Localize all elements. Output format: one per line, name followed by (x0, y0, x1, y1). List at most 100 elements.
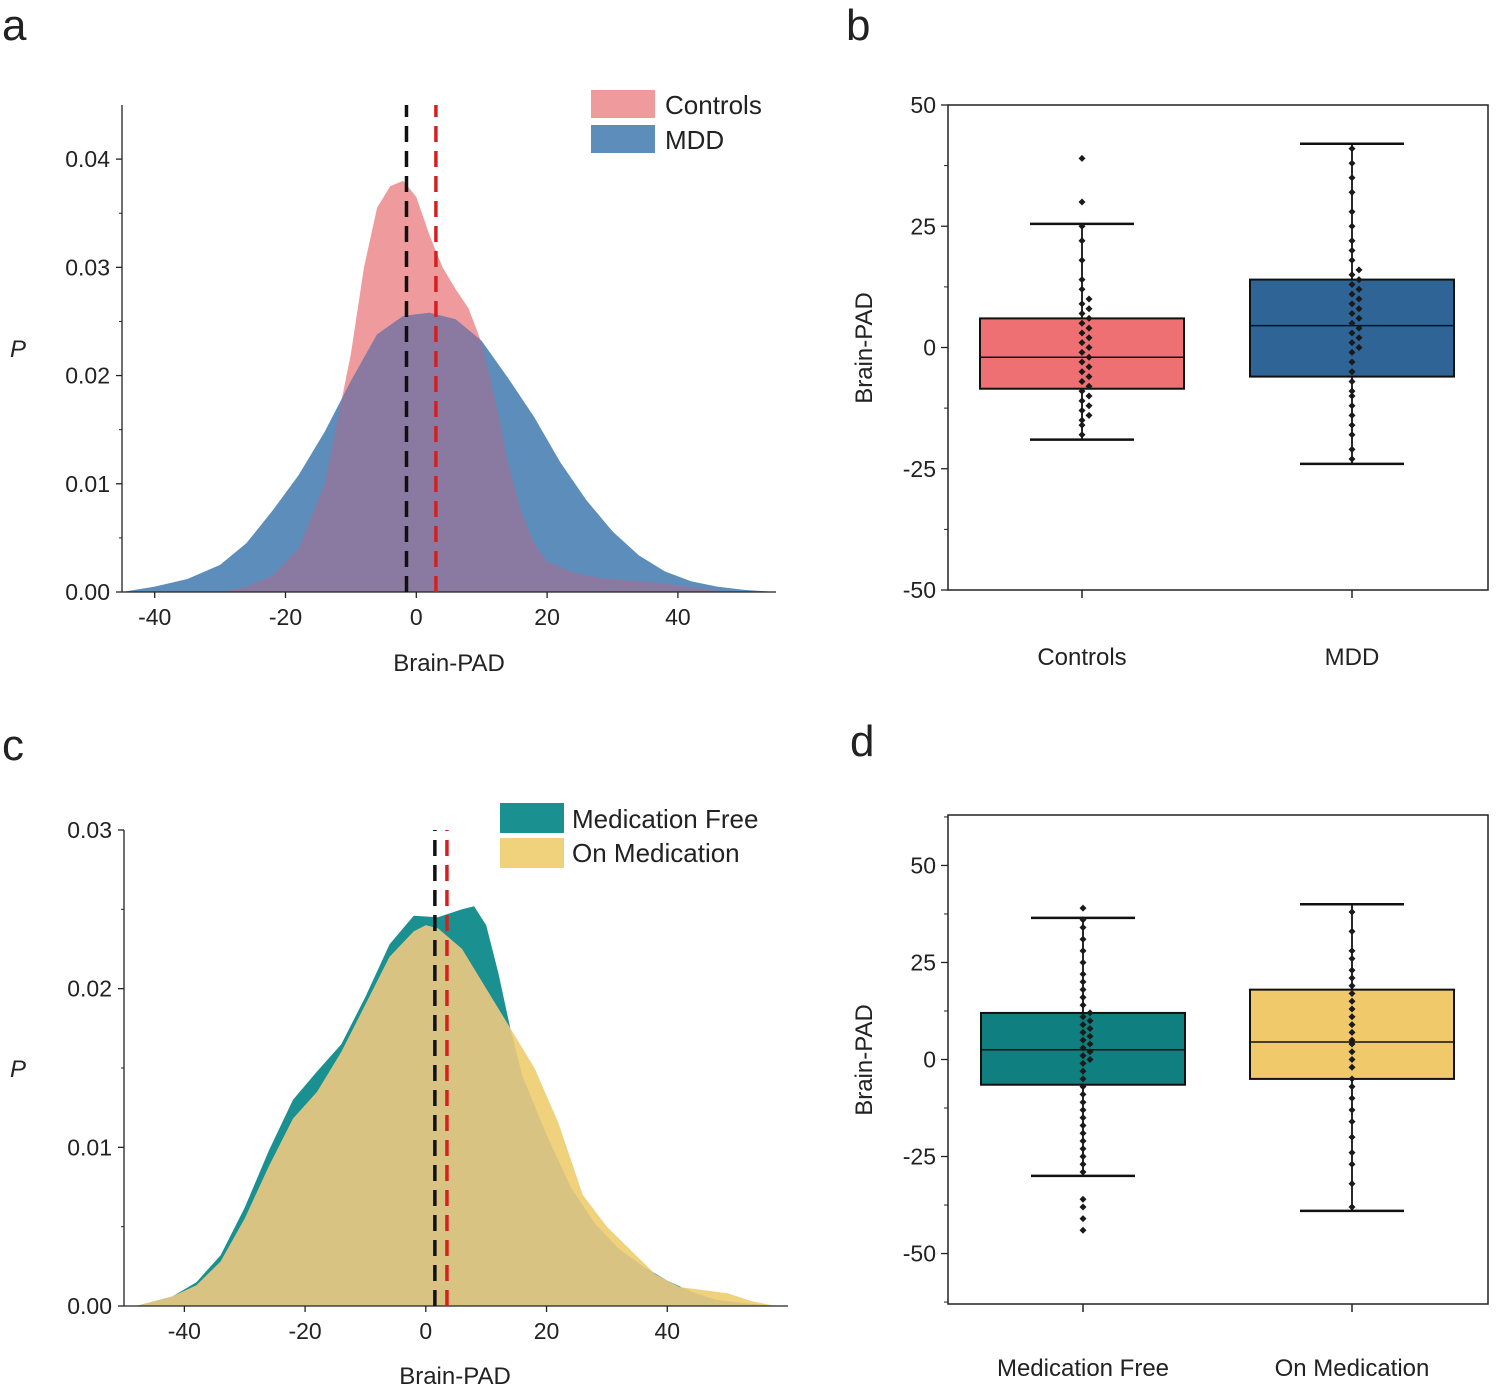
data-point-medication-free (1079, 1001, 1087, 1009)
data-point-medication-free (1079, 1121, 1087, 1129)
data-point-on-medication (1348, 1149, 1356, 1157)
y-tick-label: 0.01 (67, 1134, 112, 1160)
data-point-mdd (1348, 319, 1356, 327)
data-point-medication-free (1079, 1226, 1087, 1234)
data-point-medication-free (1086, 1017, 1094, 1025)
data-point-controls (1078, 358, 1086, 366)
data-point-medication-free (1086, 1032, 1094, 1040)
data-point-controls (1085, 344, 1093, 351)
data-point-medication-free (1079, 1059, 1087, 1067)
data-point-mdd (1348, 271, 1356, 279)
panel-label-b: b (846, 1, 870, 50)
density-overlap-area (220, 312, 731, 592)
data-point-controls (1078, 310, 1086, 318)
legend-swatch-on-medication (500, 838, 564, 868)
data-point-mdd (1348, 392, 1356, 400)
panel-label-a: a (2, 1, 27, 50)
x-tick-label: 20 (534, 604, 560, 630)
data-point-controls (1078, 329, 1086, 337)
data-point-on-medication (1348, 1203, 1356, 1211)
data-point-controls (1085, 382, 1093, 390)
legend-swatch-mdd (591, 125, 655, 153)
data-point-mdd (1348, 377, 1356, 385)
y-tick-label: 0 (923, 335, 936, 361)
data-point-mdd (1348, 421, 1356, 429)
data-point-medication-free (1079, 1083, 1087, 1091)
panel-c-xlabel: Brain-PAD (399, 1363, 511, 1386)
y-tick-label: -25 (903, 456, 936, 482)
panel-label-d: d (850, 717, 874, 766)
data-point-medication-free (1079, 947, 1087, 955)
data-point-on-medication (1348, 1021, 1356, 1029)
data-point-controls (1078, 397, 1086, 405)
data-point-mdd (1355, 334, 1363, 342)
panel-a-ylabel: P (10, 336, 26, 363)
x-tick-label: 0 (419, 1318, 432, 1344)
data-point-medication-free (1086, 1040, 1094, 1048)
data-point-mdd (1348, 445, 1356, 453)
data-point-medication-free (1079, 1137, 1087, 1145)
data-point-on-medication (1348, 1005, 1356, 1013)
data-point-on-medication (1348, 1094, 1356, 1102)
data-point-mdd (1348, 256, 1356, 264)
y-tick-label: 0.00 (67, 1293, 112, 1319)
data-point-mdd (1348, 348, 1356, 356)
x-tick-label: -40 (138, 604, 171, 630)
legend-label-mdd: MDD (665, 125, 724, 155)
data-point-controls (1078, 368, 1086, 376)
data-point-controls (1085, 353, 1093, 361)
data-point-controls (1078, 377, 1086, 385)
data-point-mdd (1355, 324, 1363, 332)
data-point-controls (1078, 421, 1086, 429)
data-point-controls (1078, 198, 1086, 206)
data-point-mdd (1355, 285, 1363, 293)
data-point-on-medication (1348, 1133, 1356, 1141)
data-point-controls (1078, 256, 1086, 264)
data-point-controls (1078, 387, 1086, 395)
data-point-mdd (1348, 358, 1356, 366)
data-point-medication-free (1086, 1009, 1094, 1017)
data-point-on-medication (1348, 1063, 1356, 1071)
y-tick-label: 0.02 (65, 363, 110, 389)
data-point-mdd (1348, 145, 1356, 153)
y-tick-label: 25 (910, 213, 936, 239)
data-point-medication-free (1079, 1044, 1087, 1052)
data-point-controls (1078, 407, 1086, 415)
y-tick-label: 0.04 (65, 146, 110, 172)
data-point-on-medication (1348, 990, 1356, 998)
data-point-medication-free (1079, 1203, 1087, 1211)
data-point-medication-free (1079, 1129, 1087, 1137)
data-point-on-medication (1348, 1040, 1356, 1048)
data-point-medication-free (1086, 1048, 1094, 1056)
data-point-controls (1085, 373, 1093, 381)
x-tick-label: 20 (534, 1318, 560, 1344)
x-tick-label: 40 (665, 604, 691, 630)
data-point-medication-free (1079, 1090, 1087, 1098)
data-point-medication-free (1079, 978, 1087, 986)
data-point-mdd (1348, 159, 1356, 167)
y-tick-label: 0.03 (65, 254, 110, 280)
data-point-medication-free (1079, 904, 1087, 912)
data-point-controls (1078, 348, 1086, 356)
panel-b-box-plot: -50 -25 0 25 50 (903, 92, 1489, 603)
y-tick-label: -25 (903, 1144, 936, 1170)
data-point-mdd (1348, 290, 1356, 298)
data-point-medication-free (1079, 1067, 1087, 1075)
data-point-on-medication (1348, 955, 1356, 963)
data-point-on-medication (1348, 1180, 1356, 1188)
data-point-medication-free (1079, 1145, 1087, 1153)
y-tick-label: -50 (903, 1241, 936, 1267)
data-point-controls (1078, 154, 1086, 162)
data-point-medication-free (1079, 1052, 1087, 1060)
data-point-mdd (1348, 431, 1356, 439)
data-point-medication-free (1079, 986, 1087, 994)
data-point-medication-free (1079, 1153, 1087, 1161)
data-point-on-medication (1348, 1118, 1356, 1126)
data-point-controls (1078, 319, 1086, 327)
data-point-medication-free (1079, 1114, 1087, 1122)
x-tick-label: -40 (168, 1318, 201, 1344)
data-point-medication-free (1079, 1013, 1087, 1021)
data-point-controls (1085, 411, 1093, 419)
data-point-on-medication (1348, 1036, 1356, 1044)
